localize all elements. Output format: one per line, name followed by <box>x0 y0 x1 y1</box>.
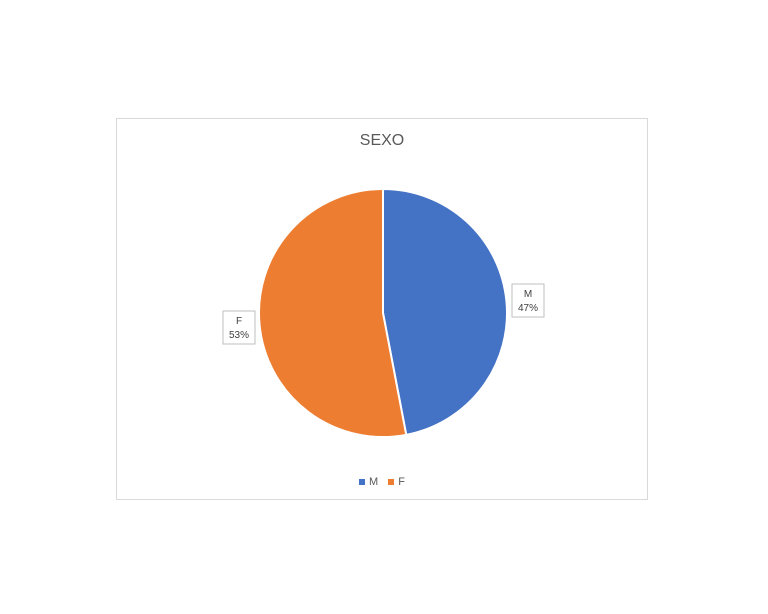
legend-item-m: M <box>359 476 378 488</box>
data-label-percent: 53% <box>229 330 249 341</box>
data-label-percent: 47% <box>518 303 538 314</box>
pie-slice-m <box>382 187 508 436</box>
data-label-category: M <box>524 289 532 300</box>
legend-label-f: F <box>398 476 405 488</box>
pie-plot: M 47% F 53% <box>222 187 545 438</box>
data-label-box <box>511 283 545 318</box>
legend: M F <box>117 476 647 488</box>
data-label-box <box>222 310 256 345</box>
chart-area: SEXO M 47% F 53% M F <box>116 118 648 500</box>
legend-label-m: M <box>369 476 379 488</box>
data-label-f: F 53% <box>222 310 256 345</box>
legend-swatch-m <box>359 479 366 485</box>
pie-slice-f <box>258 187 408 438</box>
legend-item-f: F <box>388 476 405 488</box>
data-label-m: M 47% <box>511 283 545 318</box>
chart-title: SEXO <box>359 132 405 149</box>
legend-swatch-f <box>388 479 395 485</box>
data-label-category: F <box>236 316 242 327</box>
